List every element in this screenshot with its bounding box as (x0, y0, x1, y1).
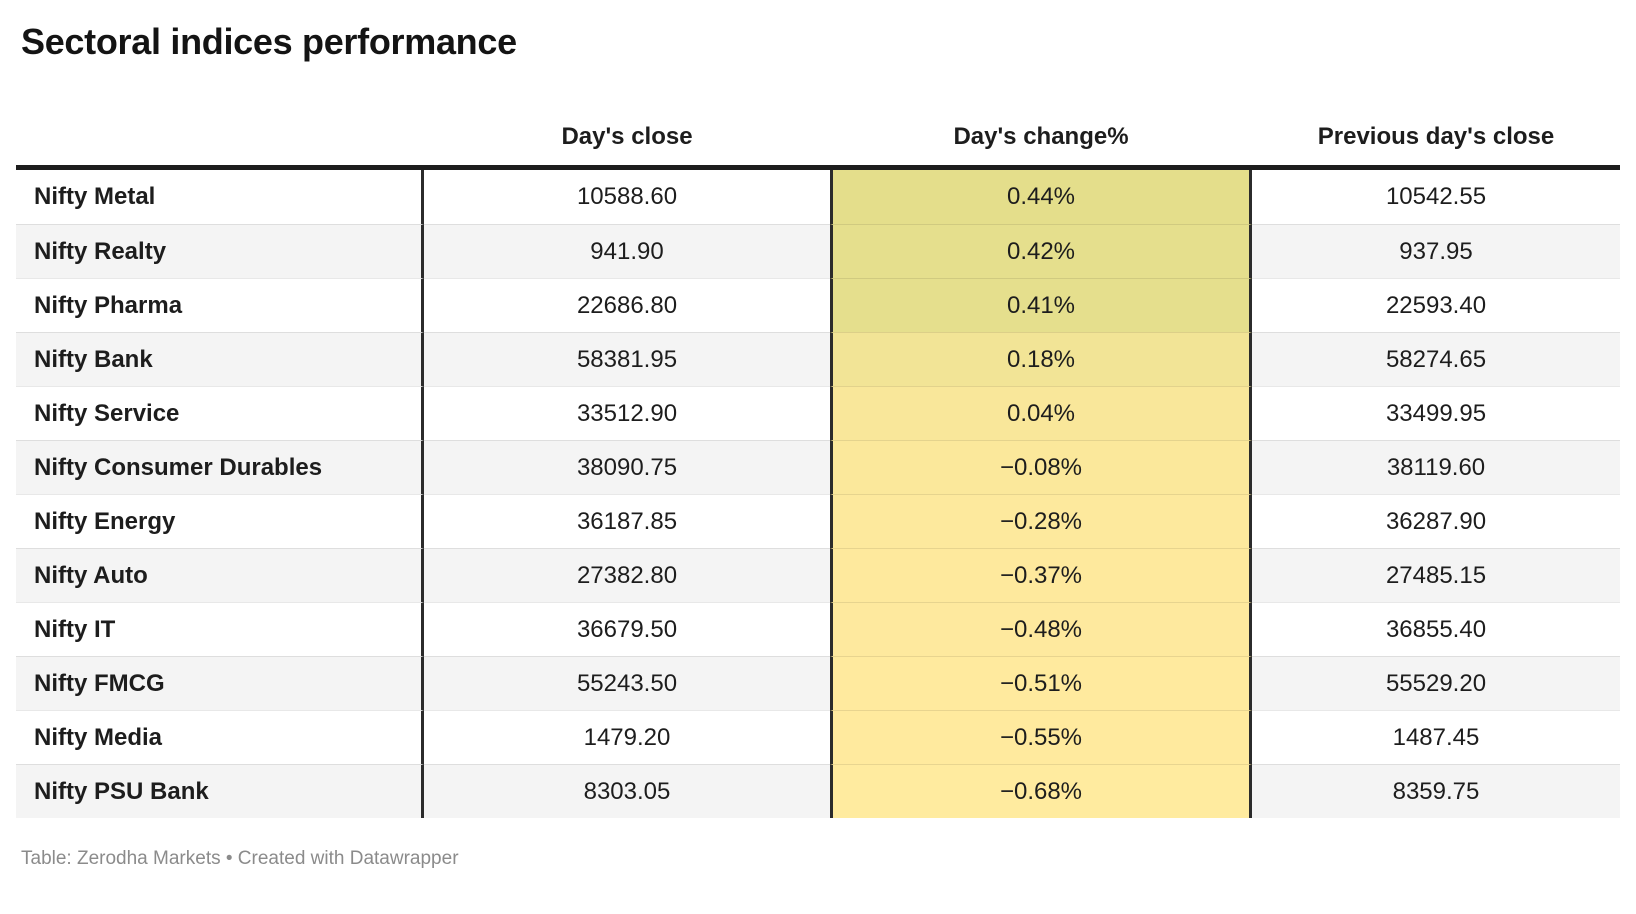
cell-prev-close: 33499.95 (1252, 386, 1620, 440)
header-cell-days-close: Day's close (561, 123, 693, 151)
table-body: Nifty Metal 10588.60 0.44% 10542.55 Nifty Re… (16, 170, 1620, 819)
cell-days-close: 27382.80 (424, 548, 830, 602)
cell-days-close: 33512.90 (424, 386, 830, 440)
cell-days-change: −0.55% (830, 710, 1252, 765)
table-row: Nifty Auto 27382.80 −0.37% 27485.15 (16, 548, 1620, 603)
cell-days-change: 0.04% (830, 386, 1252, 441)
row-label: Nifty Realty (16, 224, 424, 279)
row-label: Nifty Media (16, 710, 424, 765)
row-label: Nifty Metal (16, 170, 424, 225)
cell-prev-close: 8359.75 (1252, 764, 1620, 818)
cell-prev-close: 27485.15 (1252, 548, 1620, 602)
cell-days-change: 0.41% (830, 278, 1252, 333)
page-title: Sectoral indices performance (21, 21, 517, 62)
cell-days-change: −0.28% (830, 494, 1252, 549)
table-row: Nifty Realty 941.90 0.42% 937.95 (16, 224, 1620, 279)
cell-days-change: 0.44% (830, 170, 1252, 225)
cell-days-change: 0.18% (830, 332, 1252, 387)
header-cell-prev-close: Previous day's close (1317, 123, 1555, 151)
cell-days-close: 8303.05 (424, 764, 830, 818)
cell-days-close: 36187.85 (424, 494, 830, 548)
cell-prev-close: 36855.40 (1252, 602, 1620, 656)
cell-prev-close: 55529.20 (1252, 656, 1620, 710)
cell-prev-close: 58274.65 (1252, 332, 1620, 386)
row-label: Nifty Auto (16, 548, 424, 603)
row-label: Nifty Consumer Durables (16, 440, 424, 495)
row-label: Nifty Pharma (16, 278, 424, 333)
cell-prev-close: 1487.45 (1252, 710, 1620, 764)
row-label: Nifty IT (16, 602, 424, 657)
cell-days-close: 38090.75 (424, 440, 830, 494)
cell-days-close: 941.90 (424, 224, 830, 278)
cell-days-close: 36679.50 (424, 602, 830, 656)
row-label: Nifty Service (16, 386, 424, 441)
table-row: Nifty Pharma 22686.80 0.41% 22593.40 (16, 278, 1620, 333)
table-row: Nifty PSU Bank 8303.05 −0.68% 8359.75 (16, 764, 1620, 819)
cell-prev-close: 36287.90 (1252, 494, 1620, 548)
table-row: Nifty Media 1479.20 −0.55% 1487.45 (16, 710, 1620, 765)
table-row: Nifty Bank 58381.95 0.18% 58274.65 (16, 332, 1620, 387)
table-row: Nifty FMCG 55243.50 −0.51% 55529.20 (16, 656, 1620, 711)
table-row: Nifty Service 33512.90 0.04% 33499.95 (16, 386, 1620, 441)
cell-days-close: 10588.60 (576, 183, 678, 211)
cell-days-change: −0.68% (830, 764, 1252, 819)
table-row: Nifty IT 36679.50 −0.48% 36855.40 (16, 602, 1620, 657)
cell-prev-close: 22593.40 (1252, 278, 1620, 332)
row-label: Nifty Bank (16, 332, 424, 387)
table-row: Nifty Metal 10588.60 0.44% 10542.55 (16, 170, 1620, 225)
cell-days-change: −0.37% (830, 548, 1252, 603)
table-attribution: Table: Zerodha Markets • Created with Da… (21, 848, 459, 870)
row-label: Nifty FMCG (16, 656, 424, 711)
cell-days-close: 1479.20 (424, 710, 830, 764)
cell-days-change: −0.08% (830, 440, 1252, 495)
row-label: Nifty PSU Bank (16, 764, 424, 819)
table-row: Nifty Energy 36187.85 −0.28% 36287.90 (16, 494, 1620, 549)
cell-days-close: 22686.80 (424, 278, 830, 332)
cell-prev-close: 38119.60 (1252, 440, 1620, 494)
cell-days-change: −0.48% (830, 602, 1252, 657)
header-cell-days-change: Day's change% (953, 123, 1129, 151)
cell-days-change: 0.42% (830, 224, 1252, 279)
cell-days-change: −0.51% (830, 656, 1252, 711)
cell-prev-close: 10542.55 (1385, 183, 1487, 211)
table-row: Nifty Consumer Durables 38090.75 −0.08% 381… (16, 440, 1620, 495)
table-header-row: Day's close Day's change% Previous day's… (16, 109, 1620, 171)
cell-prev-close: 937.95 (1252, 224, 1620, 278)
row-label: Nifty Energy (16, 494, 424, 549)
cell-days-close: 55243.50 (424, 656, 830, 710)
sectoral-indices-table: Day's close Day's change% Previous day's… (16, 109, 1620, 819)
cell-days-close: 58381.95 (424, 332, 830, 386)
